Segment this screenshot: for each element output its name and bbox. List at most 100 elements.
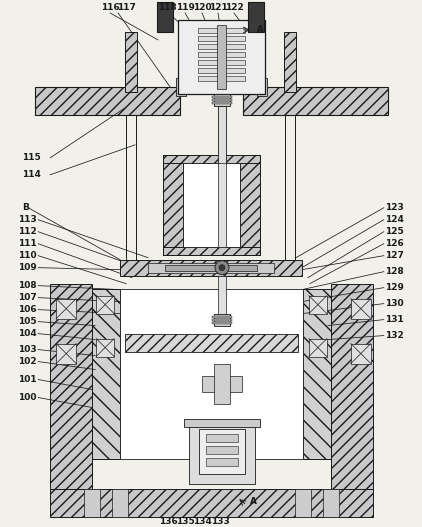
Text: 106: 106	[18, 305, 37, 314]
Text: 105: 105	[18, 317, 37, 326]
Text: 128: 128	[385, 267, 404, 276]
Text: 122: 122	[225, 4, 243, 13]
Text: 118: 118	[158, 4, 176, 13]
Bar	[206, 458, 238, 466]
Text: 121: 121	[208, 4, 227, 13]
Text: 123: 123	[385, 203, 404, 212]
Text: 102: 102	[18, 357, 37, 366]
Text: 131: 131	[385, 315, 404, 324]
Bar	[157, 2, 173, 32]
Bar	[163, 247, 260, 255]
Bar	[199, 430, 245, 474]
Bar	[92, 289, 120, 460]
Bar	[198, 36, 245, 41]
Bar	[303, 289, 331, 460]
Text: 132: 132	[385, 331, 404, 340]
Bar	[184, 419, 260, 427]
Bar	[218, 106, 226, 164]
Bar	[112, 490, 128, 518]
Bar	[212, 319, 232, 320]
Bar	[183, 163, 240, 247]
Text: 112: 112	[18, 227, 37, 236]
Text: 103: 103	[18, 345, 37, 354]
Text: 130: 130	[385, 299, 404, 308]
Bar	[295, 490, 311, 518]
Text: 100: 100	[18, 393, 37, 402]
Text: 134: 134	[192, 517, 211, 526]
Bar	[165, 265, 257, 271]
Bar	[206, 434, 238, 443]
Text: 136: 136	[159, 517, 177, 526]
Bar	[212, 99, 232, 101]
Bar	[248, 2, 264, 32]
Bar	[212, 321, 232, 324]
Bar	[198, 76, 245, 81]
Text: 104: 104	[18, 329, 37, 338]
Text: 127: 127	[385, 251, 404, 260]
Text: 114: 114	[22, 170, 41, 179]
Bar	[284, 32, 296, 92]
Bar	[309, 296, 327, 314]
Bar	[309, 338, 327, 357]
Bar	[323, 490, 339, 518]
Bar	[50, 284, 92, 490]
Text: 108: 108	[18, 281, 37, 290]
Bar	[96, 296, 114, 314]
Text: 115: 115	[22, 153, 41, 162]
Text: 126: 126	[385, 239, 404, 248]
Bar	[50, 490, 373, 518]
Bar	[120, 260, 302, 276]
Bar	[212, 102, 232, 104]
Bar	[189, 424, 255, 484]
Text: 135: 135	[176, 517, 195, 526]
Bar	[198, 60, 245, 65]
Bar	[120, 289, 303, 460]
Bar	[243, 87, 388, 115]
Text: B: B	[22, 203, 29, 212]
Bar	[148, 262, 274, 272]
Text: A: A	[250, 497, 257, 506]
Circle shape	[219, 265, 225, 271]
Bar	[206, 446, 238, 454]
Bar	[56, 299, 76, 319]
Bar	[125, 32, 137, 92]
Bar	[212, 96, 232, 98]
Bar	[351, 299, 371, 319]
Bar	[198, 52, 245, 57]
Text: A: A	[257, 25, 263, 34]
Bar	[214, 364, 230, 404]
Bar	[257, 78, 267, 96]
Bar	[96, 338, 114, 357]
Bar	[198, 68, 245, 73]
Bar	[214, 314, 230, 326]
Bar	[125, 334, 298, 352]
Text: 113: 113	[18, 215, 37, 224]
Bar	[198, 28, 245, 33]
Bar	[217, 25, 226, 89]
Bar	[212, 316, 232, 318]
Bar	[218, 163, 226, 247]
Text: 101: 101	[18, 375, 37, 384]
Bar	[198, 44, 245, 49]
Bar	[163, 155, 260, 163]
Bar	[35, 87, 180, 115]
Bar	[331, 284, 373, 490]
Bar	[84, 490, 100, 518]
Bar	[178, 20, 265, 94]
Bar	[240, 155, 260, 255]
Text: 117: 117	[116, 4, 135, 13]
Circle shape	[215, 261, 229, 275]
Bar	[56, 344, 76, 364]
Bar	[176, 78, 186, 96]
Bar	[163, 155, 183, 255]
Text: 110: 110	[18, 251, 37, 260]
Text: 129: 129	[385, 283, 404, 292]
Text: 116: 116	[101, 4, 119, 13]
Bar	[214, 94, 230, 106]
Text: 120: 120	[193, 4, 211, 13]
Bar	[218, 276, 226, 319]
Text: 107: 107	[18, 293, 37, 302]
Text: 133: 133	[211, 517, 230, 526]
Text: 111: 111	[18, 239, 37, 248]
Bar	[202, 376, 242, 392]
